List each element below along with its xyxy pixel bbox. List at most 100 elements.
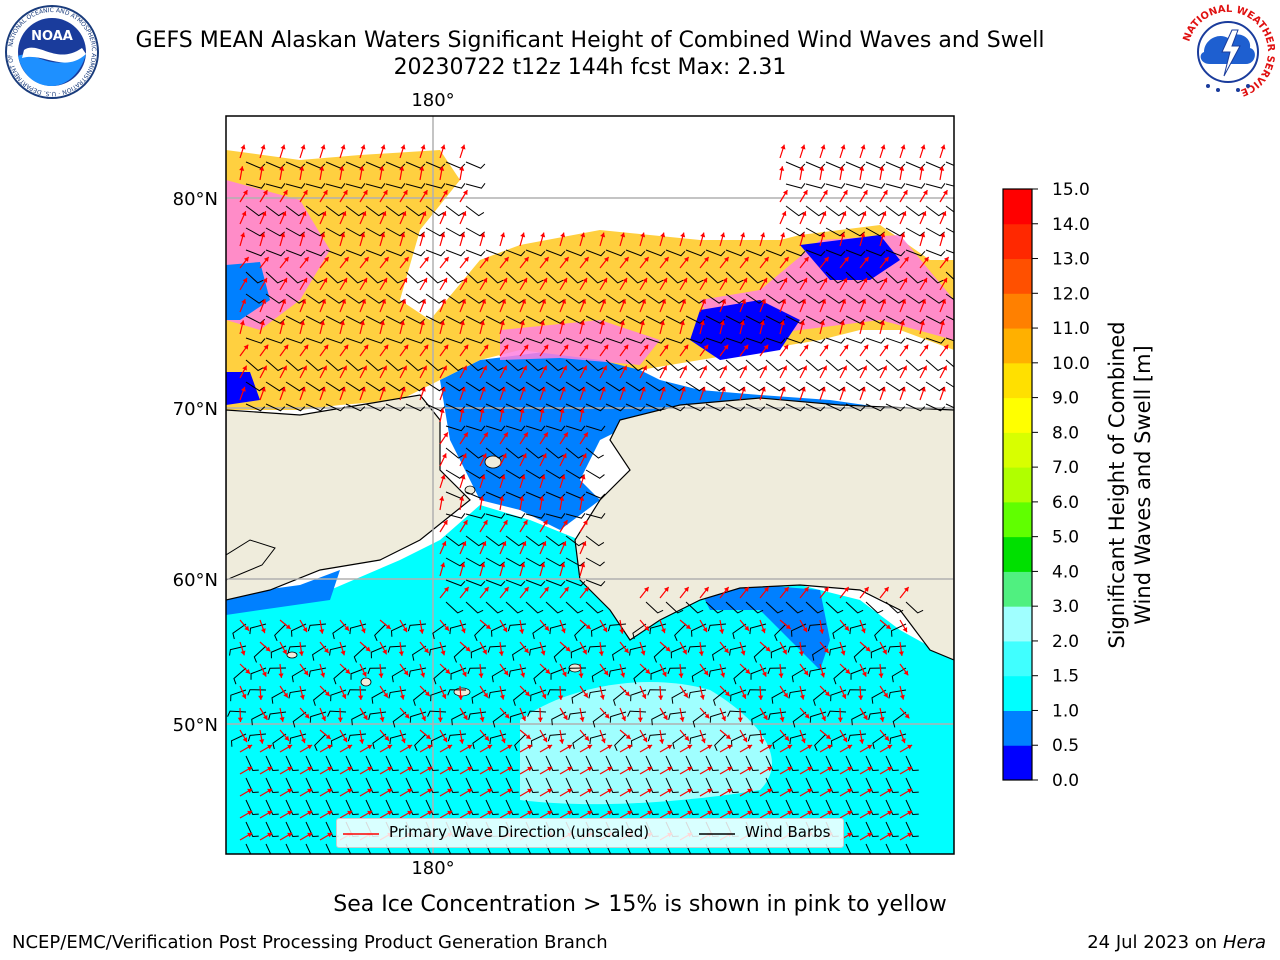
wave-arrow-head [683,692,688,698]
wind-barb [512,689,527,706]
wind-barb [285,359,304,372]
wave-arrow-head [807,744,813,750]
wave-arrow-head [860,628,866,634]
wave-arrow-head [598,651,604,656]
wave-arrow-head [383,692,388,698]
wind-barb [865,755,879,772]
wave-arrow-head [581,453,587,459]
colorbar-tick-label: 10.0 [1052,354,1090,374]
wave-arrow-head [307,832,313,838]
wave-arrow-head [361,671,367,677]
wave-arrow-head [382,649,387,655]
wind-barb [465,799,479,816]
wind-barb [665,381,685,392]
wind-barb [590,623,607,637]
wind-barb [685,799,699,816]
wave-arrow-head [887,766,893,772]
wind-barb [585,799,599,816]
colorbar-tick-label: 15.0 [1052,180,1090,200]
wave-arrow-head [247,788,253,794]
wind-barb [233,667,247,685]
wave-arrow-head [919,320,925,326]
ocean-blue-coastal [440,350,954,530]
wave-arrow-head [721,716,727,721]
wave-arrow-head [600,232,606,238]
wave-arrow-head [623,256,629,262]
wave-arrow-head [685,624,691,629]
wind-barb [389,733,407,745]
wind-barb [285,337,306,344]
wave-arrow-head [743,586,749,592]
wave-arrow-head [463,586,469,592]
wind-barb [605,381,625,392]
wave-arrow-head [583,432,588,438]
wind-barb [345,381,365,392]
wind-barb [505,843,512,854]
wave-arrow-head [882,365,887,371]
wind-barb [385,293,405,304]
wave-arrow-head [940,386,946,392]
wind-barb [605,755,619,772]
wind-barb [665,337,686,344]
wave-arrow-head [483,586,489,592]
wind-barb [685,777,699,794]
wave-arrow-head [260,144,266,150]
wave-arrow-head [279,716,285,722]
wave-arrow-head [939,166,945,171]
wind-barb [365,359,384,372]
wind-barb [605,403,626,412]
wave-arrow-head [899,320,905,326]
wind-barb [849,623,867,635]
wave-arrow-head [282,190,288,196]
wave-arrow-head [240,144,246,150]
wave-arrow-head [921,299,927,304]
wave-arrow-head [387,810,393,816]
wind-barb [725,403,746,412]
wind-barb [905,183,926,189]
wave-arrow-head [520,232,526,238]
wave-arrow-head [667,744,673,750]
wind-barb [465,359,484,372]
wave-arrow-head [439,320,445,326]
colorbar-frame [1002,188,1033,781]
wave-arrow-head [743,344,749,350]
wave-arrow-head [503,344,509,350]
wave-arrow-head [283,256,289,262]
wave-arrow-head [460,628,466,634]
wave-arrow-head [404,713,410,719]
wave-arrow-head [841,211,847,217]
wind-barb [565,381,585,392]
colorbar-bin [1003,328,1032,364]
wind-barb [245,337,266,344]
colorbar-bin [1003,675,1032,711]
wave-arrow-head [787,766,793,772]
wave-arrow-head [923,256,929,262]
wave-arrow-head [459,408,465,414]
wave-arrow-head [301,211,307,217]
wave-arrow-head [660,232,666,238]
colorbar-bin [1003,397,1032,433]
wave-arrow-head [467,810,473,816]
wind-barb [751,711,767,726]
wave-arrow-head [922,277,928,283]
wave-arrow-head [623,648,629,654]
wind-barb [505,293,525,304]
wave-arrow-head [560,386,566,392]
wind-barb [865,843,872,854]
wave-arrow-head [763,256,769,262]
wind-barb [790,623,807,637]
wave-arrow-head [901,211,907,217]
wave-arrow-head [621,299,627,304]
wind-barb [245,381,265,392]
wave-arrow-head [580,386,586,392]
wind-barb [485,337,506,344]
wind-barb [365,249,386,257]
wave-arrow-head [541,541,547,547]
wind-barb [865,601,884,614]
wind-barb [825,249,846,257]
wind-barb [805,843,812,854]
wave-arrow-head [644,625,649,631]
wave-arrow-head [802,365,807,371]
wave-arrow-head [862,190,868,196]
wave-arrow-head [460,144,466,150]
